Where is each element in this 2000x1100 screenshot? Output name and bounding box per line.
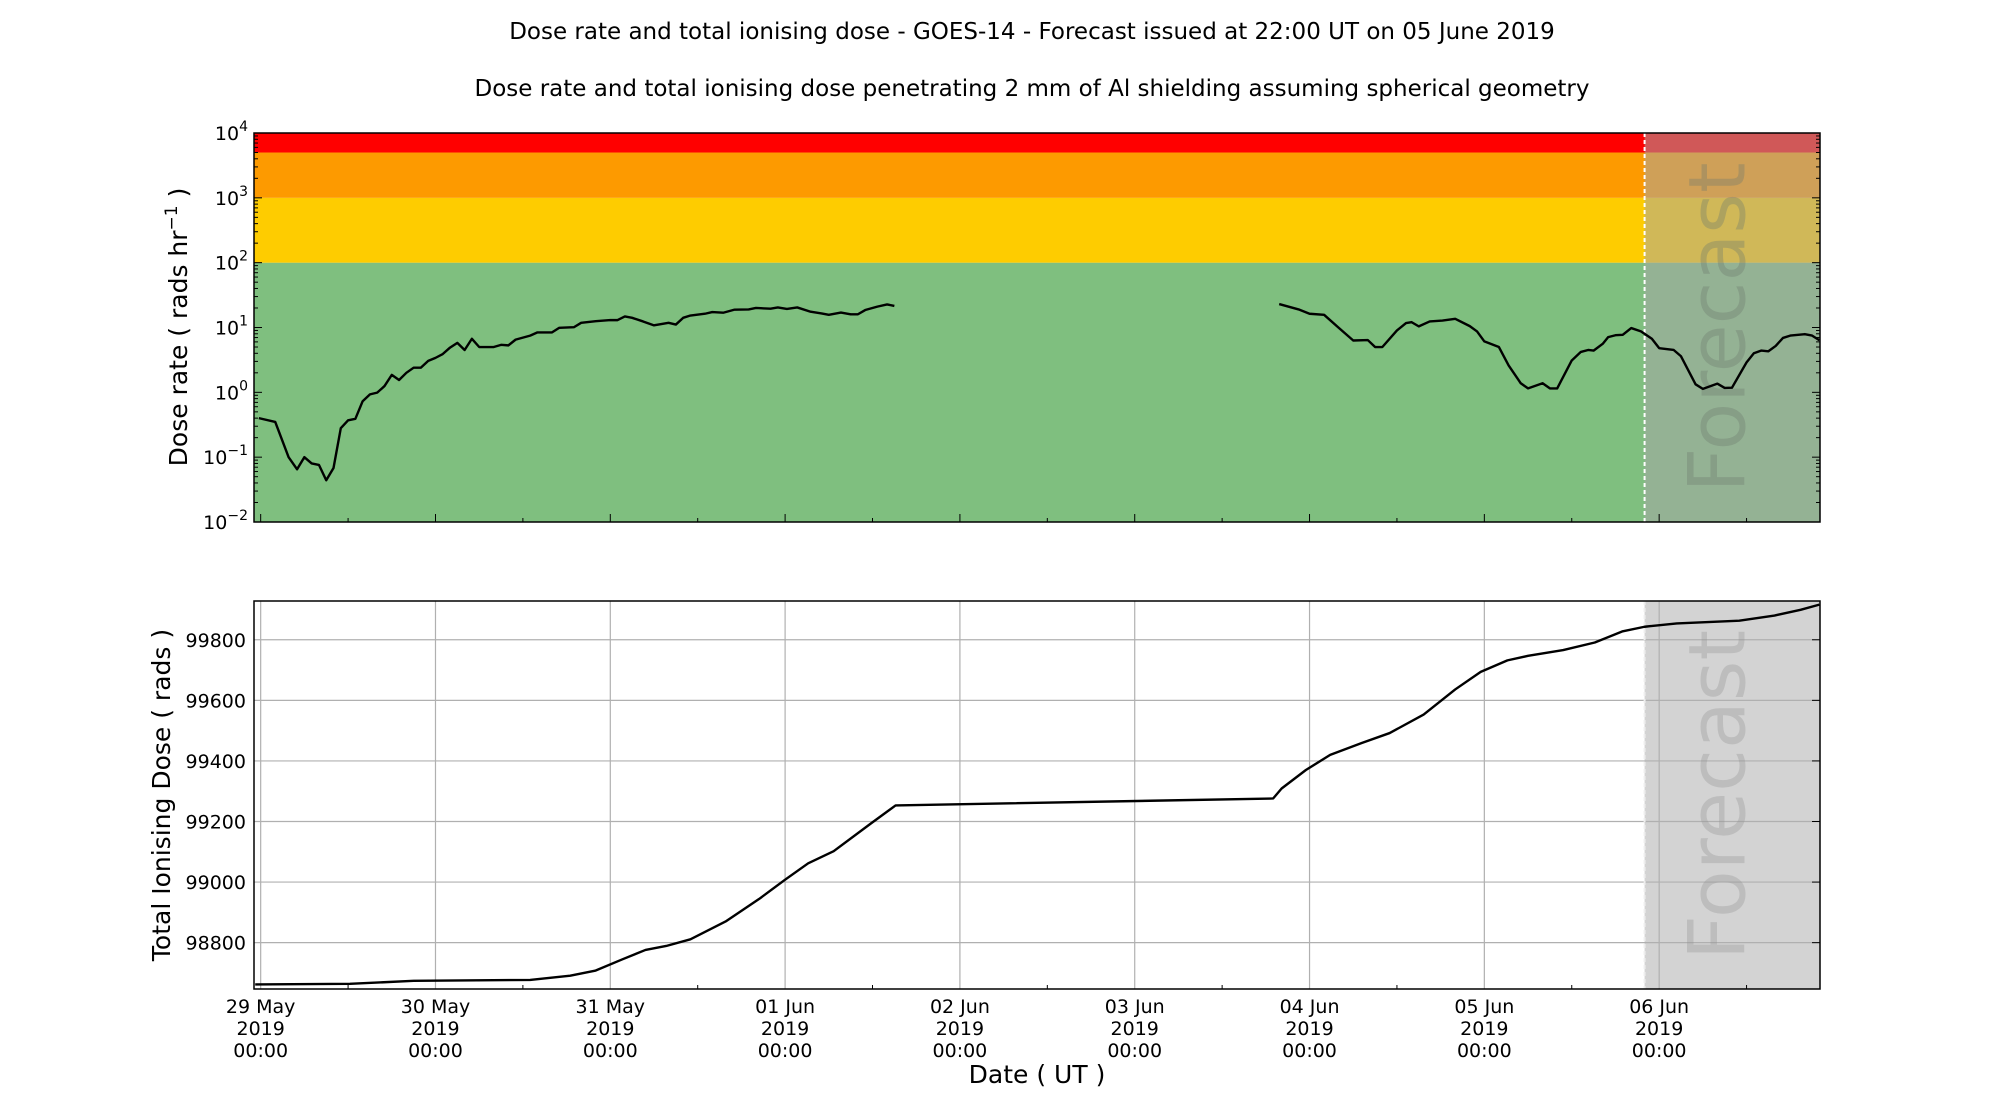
xtick-label: 29 May: [226, 996, 296, 1018]
ytick-label: 10−2: [203, 508, 248, 534]
ytick-label: 102: [215, 249, 248, 275]
ytick-label: 99400: [186, 751, 246, 773]
ytick-label: 98800: [186, 933, 246, 955]
xtick-label: 2019: [1635, 1018, 1683, 1040]
dose-rate-line-segment-1: [258, 303, 895, 482]
xtick-label: 30 May: [401, 996, 471, 1018]
total-dose-ylabel: Total Ionising Dose ( rads ): [147, 629, 176, 962]
alert-band-orange: [254, 152, 1820, 198]
xtick-label: 2019: [1111, 1018, 1159, 1040]
dose-rate-line-segment-2: [1278, 302, 1821, 391]
ytick-label: 104: [215, 119, 248, 145]
ytick-label: 101: [215, 314, 248, 340]
xtick-label: 02 Jun: [930, 996, 990, 1018]
ytick-label: 99000: [186, 872, 246, 894]
xtick-label: 05 Jun: [1454, 996, 1514, 1018]
ytick-label: 99800: [186, 630, 246, 652]
forecast-region: [1644, 133, 1820, 522]
xtick-label: 00:00: [583, 1040, 638, 1062]
xtick-label: 00:00: [758, 1040, 813, 1062]
xtick-label: 00:00: [1457, 1040, 1512, 1062]
xtick-label: 00:00: [1632, 1040, 1687, 1062]
total-dose-line: [255, 603, 1820, 986]
alert-band-red: [254, 133, 1820, 153]
ytick-label: 99200: [186, 812, 246, 834]
xtick-label: 00:00: [933, 1040, 988, 1062]
xtick-label: 00:00: [408, 1040, 463, 1062]
alert-band-green: [254, 262, 1820, 522]
dose-rate-panel: Forecast 10−2 10−1 100 101 102 103 104: [203, 119, 1821, 534]
xtick-label: 06 Jun: [1629, 996, 1689, 1018]
alert-band-yellow: [254, 197, 1820, 263]
forecast-label: Forecast: [1674, 162, 1764, 492]
chart-title: Dose rate and total ionising dose - GOES…: [509, 19, 1555, 45]
chart-subtitle: Dose rate and total ionising dose penetr…: [474, 76, 1589, 102]
forecast-region: [1644, 601, 1820, 989]
forecast-label: Forecast: [1674, 630, 1764, 960]
xtick-label: 04 Jun: [1280, 996, 1340, 1018]
xtick-label: 2019: [1460, 1018, 1508, 1040]
xtick-label: 01 Jun: [755, 996, 815, 1018]
ytick-label: 99600: [186, 690, 246, 712]
xtick-label: 31 May: [576, 996, 646, 1018]
total-dose-frame: [253, 600, 1821, 990]
xtick-label: 2019: [761, 1018, 809, 1040]
ytick-label: 10−1: [203, 443, 248, 469]
date-xlabel: Date ( UT ): [969, 1060, 1106, 1089]
xtick-label: 2019: [411, 1018, 459, 1040]
xtick-label: 03 Jun: [1105, 996, 1165, 1018]
xtick-label: 2019: [936, 1018, 984, 1040]
xtick-label: 00:00: [1107, 1040, 1162, 1062]
xtick-label: 2019: [236, 1018, 284, 1040]
ytick-label: 100: [215, 378, 248, 404]
ytick-label: 103: [215, 184, 248, 210]
xtick-label: 2019: [586, 1018, 634, 1040]
xtick-label: 2019: [1285, 1018, 1333, 1040]
xtick-label: 00:00: [1282, 1040, 1337, 1062]
xtick-label: 00:00: [233, 1040, 288, 1062]
dose-rate-ylabel: Dose rate ( rads hr−1 ): [162, 188, 193, 467]
